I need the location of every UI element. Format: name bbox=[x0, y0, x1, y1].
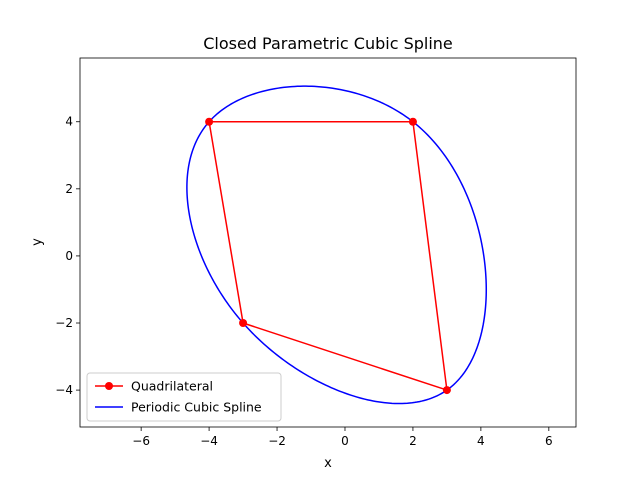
axes-frame bbox=[79, 57, 577, 428]
quadrilateral-vertex bbox=[239, 319, 248, 328]
y-tick-label: 2 bbox=[65, 182, 73, 196]
x-axis-label: x bbox=[324, 456, 332, 471]
legend: Quadrilateral Periodic Cubic Spline bbox=[86, 372, 282, 422]
x-tick-label: −6 bbox=[132, 434, 150, 448]
x-tick-label: −2 bbox=[268, 434, 286, 448]
x-tick-label: −4 bbox=[200, 434, 218, 448]
chart-title: Closed Parametric Cubic Spline bbox=[203, 34, 453, 53]
x-tick-label: 2 bbox=[409, 434, 417, 448]
y-tick-label: −4 bbox=[55, 383, 73, 397]
legend-entry: Quadrilateral bbox=[131, 379, 213, 394]
x-tick-label: 6 bbox=[545, 434, 553, 448]
quadrilateral-vertex bbox=[442, 386, 451, 395]
quadrilateral-vertex bbox=[205, 117, 214, 126]
plot-area bbox=[79, 57, 577, 428]
x-axis: −6 −4 −2 0 2 4 6 bbox=[132, 427, 553, 448]
y-tick-label: 4 bbox=[65, 115, 73, 129]
y-axis: −4 −2 0 2 4 bbox=[55, 115, 80, 397]
y-tick-label: 0 bbox=[65, 249, 73, 263]
x-tick-label: 0 bbox=[341, 434, 349, 448]
legend-marker bbox=[105, 382, 113, 390]
x-tick-label: 4 bbox=[477, 434, 485, 448]
y-axis-label: y bbox=[30, 238, 45, 246]
quadrilateral-vertex bbox=[408, 117, 417, 126]
legend-box bbox=[86, 372, 282, 422]
y-tick-label: −2 bbox=[55, 316, 73, 330]
legend-entry: Periodic Cubic Spline bbox=[131, 400, 262, 415]
